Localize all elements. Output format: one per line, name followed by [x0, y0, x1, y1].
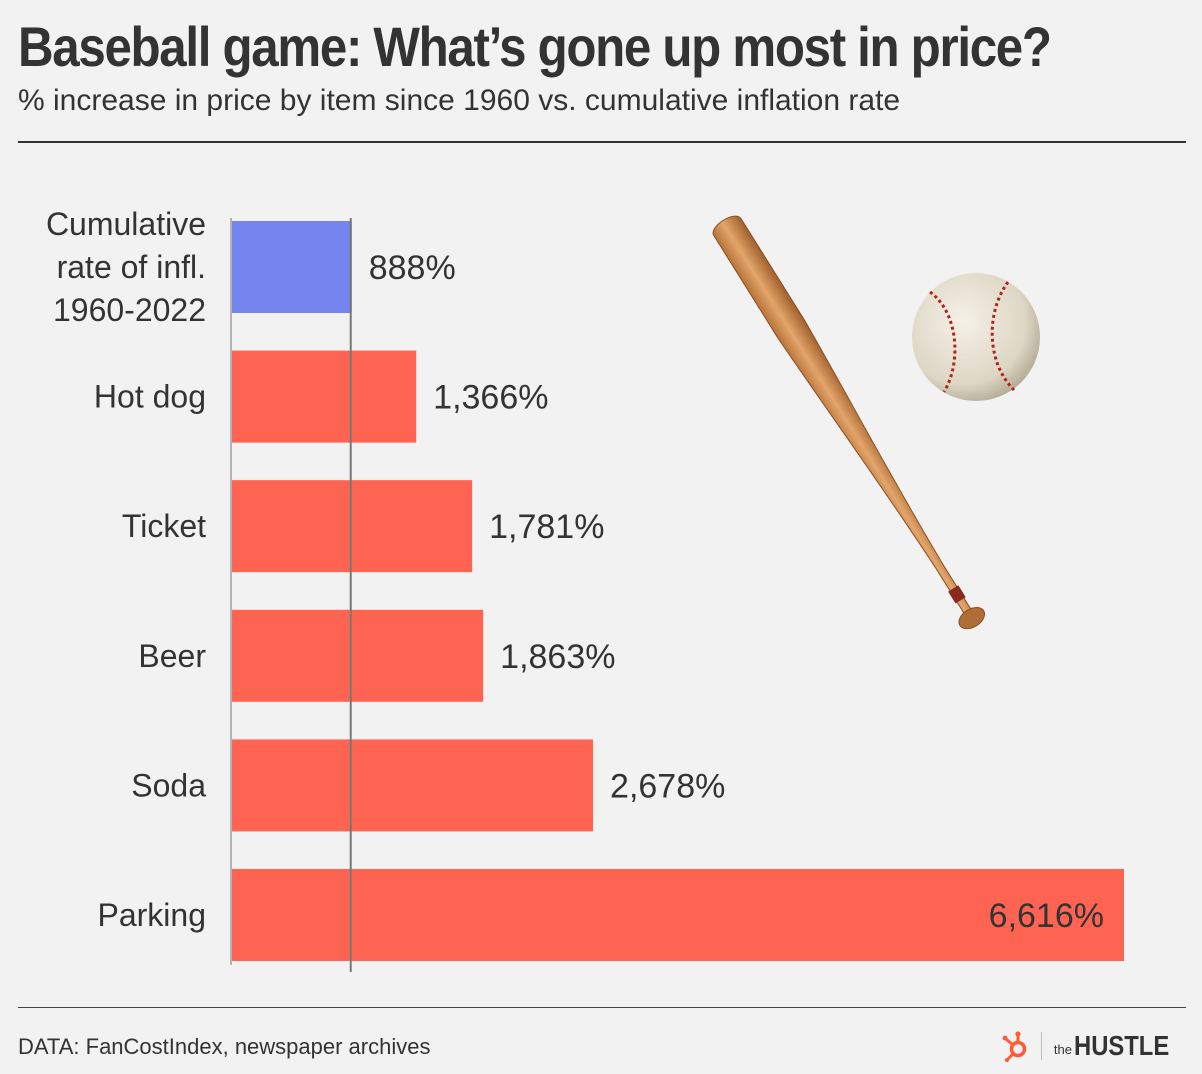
value-label-beer: 1,863%	[500, 638, 615, 676]
category-label-inflation-line-3: 1960-2022	[53, 292, 206, 328]
value-label-soda: 2,678%	[610, 767, 725, 805]
category-label-parking: Parking	[98, 897, 207, 933]
category-label-soda: Soda	[131, 767, 206, 803]
hubspot-sprocket-icon	[1002, 1031, 1027, 1062]
bar-soda	[232, 739, 594, 832]
data-source: DATA: FanCostIndex, newspaper archives	[18, 1034, 431, 1059]
bar-hot-dog	[232, 350, 417, 443]
page-subtitle: % increase in price by item since 1960 v…	[18, 84, 901, 117]
value-label-inflation: 888%	[369, 249, 456, 287]
bar-ticket	[232, 480, 473, 573]
category-label-inflation-line-1: Cumulative	[46, 206, 206, 242]
bar-parking	[232, 869, 1124, 961]
value-label-hot-dog: 1,366%	[433, 379, 548, 417]
footer-divider	[18, 1007, 1186, 1008]
category-label-hot-dog: Hot dog	[94, 379, 206, 415]
value-label-parking: 6,616%	[989, 897, 1104, 935]
baseball-bat-icon	[712, 215, 986, 630]
category-label-beer: Beer	[138, 638, 206, 674]
page-title: Baseball game: What’s gone up most in pr…	[18, 15, 1052, 78]
baseball-icon	[912, 273, 1040, 401]
bar-beer	[232, 609, 484, 702]
brand-logo: the HUSTLE	[1001, 1030, 1186, 1062]
value-label-ticket: 1,781%	[489, 508, 604, 546]
category-label-inflation-line-2: rate of infl.	[57, 249, 206, 285]
category-label-ticket: Ticket	[122, 508, 206, 544]
bar-chart: Cumulative rate of infl. 1960-2022 888% Hot …	[46, 206, 1124, 972]
header-divider	[18, 141, 1186, 143]
bar-inflation	[232, 221, 352, 313]
brand-name: HUSTLE	[1074, 1030, 1170, 1061]
brand-the: the	[1053, 1042, 1072, 1057]
brand-separator	[1040, 1032, 1042, 1060]
